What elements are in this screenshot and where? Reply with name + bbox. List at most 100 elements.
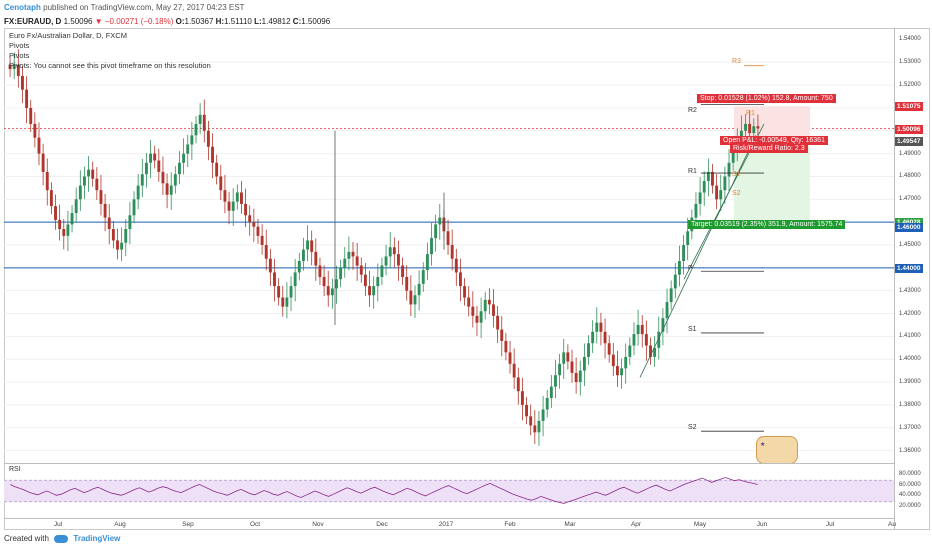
tradingview-cloud-icon [54, 534, 69, 543]
candle-body [256, 226, 260, 236]
candle-body [41, 153, 45, 172]
time-tick: Feb [504, 521, 516, 528]
candle-body [405, 276, 409, 291]
candle-body [450, 245, 454, 259]
candle-body [277, 286, 281, 298]
candle-body [661, 318, 665, 332]
candle-body [8, 64, 12, 70]
rsi-tick: 20.0000 [899, 503, 921, 510]
price-tick: 1.40000 [899, 356, 921, 363]
candle-body [500, 329, 504, 341]
candle-body [682, 245, 686, 261]
candle-body [475, 315, 479, 323]
candle-body [731, 151, 735, 163]
candle-body [322, 276, 326, 287]
pivot-r1-label: R1 [688, 168, 697, 175]
author-name[interactable]: Cenotaph [4, 3, 41, 12]
candle-body [355, 256, 359, 266]
candle-body [62, 229, 66, 236]
candle-body [149, 153, 152, 163]
target-zone [734, 141, 810, 222]
candle-body [120, 242, 124, 250]
candle-body [268, 258, 272, 273]
candle-body [438, 217, 442, 225]
price-tag: 1.46000 [895, 223, 923, 233]
candle-body [392, 247, 396, 255]
candle-body [206, 130, 210, 147]
price-axis[interactable]: 1.540001.530001.520001.510001.500001.490… [894, 28, 930, 530]
rsi-line [10, 477, 758, 504]
rsi-tick: 80.0000 [899, 470, 921, 477]
candle-body [562, 352, 566, 364]
candle-body [74, 199, 78, 214]
time-axis[interactable] [4, 518, 894, 531]
chart-title: Euro Fx/Australian Dollar, D, FXCM [9, 31, 127, 40]
rsi-band [4, 480, 894, 502]
candle-body [99, 190, 103, 204]
candle-body [628, 345, 632, 357]
candle-body [70, 213, 74, 225]
rsi-pane[interactable] [4, 463, 894, 518]
low-value: 1.49812 [261, 17, 291, 26]
candle-body [347, 251, 351, 259]
candle-body [363, 274, 367, 287]
time-tick: Au [888, 521, 896, 528]
candle-body [603, 331, 607, 344]
candle-body [492, 304, 495, 316]
candle-body [153, 153, 157, 161]
candle-body [37, 137, 41, 154]
created-with-text: Created with [4, 534, 49, 543]
candle-body [397, 254, 400, 266]
candle-body [264, 245, 268, 259]
target-label[interactable]: Target: 0.03519 (2.35%) 351.9, Amount: 1… [688, 220, 846, 229]
candle-body [748, 123, 752, 134]
price-tick: 1.53000 [899, 59, 921, 66]
candle-body [752, 126, 756, 134]
price-tick: 1.48000 [899, 173, 921, 180]
price-tick: 1.39000 [899, 379, 921, 386]
price-tick: 1.49000 [899, 150, 921, 157]
candle-body [128, 215, 132, 230]
price-tag: 1.49547 [895, 137, 923, 147]
candle-body [616, 366, 619, 376]
candle-body [29, 107, 33, 124]
time-tick: Sep [182, 521, 194, 528]
time-tick: Jul [825, 521, 835, 528]
candle-body [301, 249, 305, 261]
rsi-label[interactable]: RSI [9, 466, 21, 473]
candle-body [260, 235, 264, 245]
pivots-indicator-1[interactable]: Pivots [9, 41, 30, 50]
candle-body [756, 126, 760, 129]
price-tick: 1.38000 [899, 401, 921, 408]
candle-body [376, 276, 380, 287]
candle-body [223, 190, 227, 202]
price-chart[interactable] [4, 28, 894, 462]
stop-label[interactable]: Stop: 0.01528 (1.02%) 152.8, Amount: 750 [697, 94, 836, 103]
time-tick: Dec [376, 521, 388, 528]
chart-frame [4, 28, 930, 530]
time-tick: Apr [630, 521, 642, 528]
time-tick: Aug [114, 521, 126, 528]
candle-body [215, 162, 219, 177]
trendline-lower [639, 135, 757, 378]
price-tag: 1.44000 [895, 263, 923, 273]
candle-body [479, 311, 483, 323]
tradingview-brand[interactable]: TradingView [73, 534, 121, 543]
price-tick: 1.41000 [899, 333, 921, 340]
candle-body [58, 219, 62, 230]
price-tick: 1.54000 [899, 36, 921, 43]
candle-body [95, 178, 99, 191]
pivot-r2-label: R2 [688, 107, 697, 114]
candle-body [727, 162, 731, 177]
pivots-indicator-2[interactable]: Pivots [9, 51, 30, 60]
stop-zone [734, 106, 810, 142]
low-label: L: [254, 17, 262, 26]
candle-body [310, 240, 314, 252]
candle-body [165, 183, 169, 195]
candle-body [698, 192, 702, 204]
candle-body [673, 274, 677, 289]
candle-body [694, 203, 698, 218]
candle-body [198, 114, 202, 124]
candle-body [231, 201, 235, 211]
candle-body [640, 324, 644, 335]
